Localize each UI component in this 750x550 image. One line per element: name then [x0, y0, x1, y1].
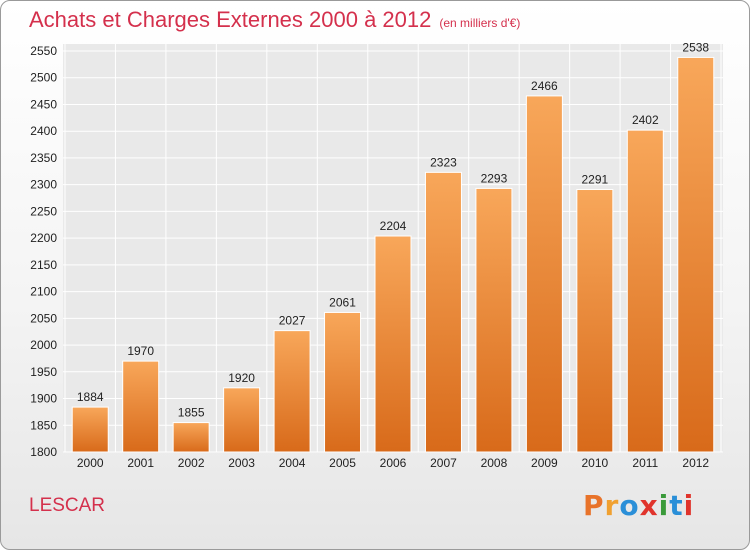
- y-tick-label: 2200: [30, 231, 57, 245]
- y-tick-label: 1850: [30, 418, 57, 432]
- bar-value-label: 1855: [178, 406, 205, 420]
- logo-letter: i: [658, 489, 670, 522]
- bar-value-label: 2027: [279, 314, 306, 328]
- y-tick-label: 2350: [30, 151, 57, 165]
- bar-2002: [172, 422, 210, 453]
- bar-value-label: 2402: [632, 113, 659, 127]
- bar-value-label: 2538: [682, 40, 709, 54]
- y-tick-label: 2500: [30, 71, 57, 85]
- logo-letter: x: [639, 489, 659, 522]
- x-tick-label: 2012: [682, 456, 709, 470]
- bar-2011: [626, 129, 664, 453]
- y-tick-label: 2400: [30, 124, 57, 138]
- y-tick-label: 2100: [30, 285, 57, 299]
- x-tick-label: 2005: [329, 456, 356, 470]
- proxiti-logo: Proxiti: [583, 489, 694, 522]
- x-tick-label: 2006: [380, 456, 407, 470]
- y-tick-label: 1950: [30, 365, 57, 379]
- bar-2009: [525, 95, 563, 453]
- bar-2008: [475, 187, 513, 453]
- x-tick-label: 2010: [581, 456, 608, 470]
- y-tick-label: 2250: [30, 204, 57, 218]
- y-tick-label: 2000: [30, 338, 57, 352]
- x-axis-ticks: 2000 2001 2002 2003 2004 2005 2006 2007 2008 2009…: [77, 456, 710, 470]
- chart-subtitle: (en milliers d'€): [439, 16, 521, 30]
- x-tick-label: 2007: [430, 456, 457, 470]
- bar-2005: [324, 311, 362, 453]
- logo-letter: P: [583, 489, 605, 522]
- x-tick-label: 2001: [127, 456, 154, 470]
- logo-letter: t: [669, 489, 684, 522]
- bar-value-label: 1920: [228, 371, 255, 385]
- bar-2010: [576, 188, 614, 453]
- y-tick-label: 2050: [30, 311, 57, 325]
- y-tick-label: 1900: [30, 392, 57, 406]
- x-tick-label: 2008: [481, 456, 508, 470]
- y-tick-label: 2150: [30, 258, 57, 272]
- bar-value-label: 2061: [329, 295, 356, 309]
- bar-2007: [424, 171, 462, 453]
- x-tick-label: 2000: [77, 456, 104, 470]
- bar-value-label: 2291: [581, 172, 608, 186]
- bars: [71, 56, 715, 453]
- bar-value-label: 1970: [127, 344, 154, 358]
- y-tick-label: 2300: [30, 178, 57, 192]
- bar-value-label: 2204: [380, 219, 407, 233]
- value-labels: 1884 1970 1855 1920 2027 2061 2204 2323 2293 2466…: [77, 40, 710, 419]
- x-tick-label: 2011: [632, 456, 658, 470]
- bar-2000: [71, 406, 109, 453]
- bar-2003: [223, 387, 261, 453]
- x-tick-label: 2009: [531, 456, 558, 470]
- bar-value-label: 2466: [531, 79, 558, 93]
- bar-2006: [374, 235, 412, 453]
- y-tick-label: 1800: [30, 445, 57, 459]
- logo-letter: o: [619, 489, 640, 522]
- bar-value-label: 1884: [77, 390, 104, 404]
- commune-name: LESCAR: [29, 495, 106, 516]
- chart-title: Achats et Charges Externes 2000 à 2012 (e…: [29, 7, 520, 33]
- x-tick-label: 2002: [178, 456, 205, 470]
- bar-2001: [122, 360, 160, 453]
- y-axis-ticks: 1800 1850 1900 1950 2000 2050 2100 2150 2200 2250…: [30, 44, 57, 459]
- x-tick-label: 2004: [279, 456, 306, 470]
- logo-letter: i: [683, 489, 695, 522]
- bar-value-label: 2323: [430, 155, 457, 169]
- bar-2012: [677, 56, 715, 453]
- y-tick-label: 2450: [30, 97, 57, 111]
- chart-title-text: Achats et Charges Externes 2000 à 2012: [29, 7, 432, 32]
- logo-letter: r: [604, 489, 620, 522]
- y-tick-label: 2550: [30, 44, 57, 58]
- x-tick-label: 2003: [228, 456, 255, 470]
- bar-2004: [273, 330, 311, 453]
- bar-value-label: 2293: [481, 171, 508, 185]
